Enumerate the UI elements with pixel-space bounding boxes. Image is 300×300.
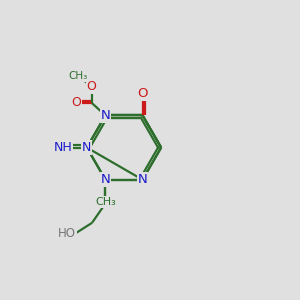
Text: N: N: [138, 173, 147, 186]
Text: CH₃: CH₃: [95, 197, 116, 207]
Text: N: N: [101, 173, 110, 186]
Text: O: O: [87, 80, 97, 93]
Text: N: N: [101, 109, 110, 122]
Text: N: N: [138, 173, 147, 186]
Text: CH₃: CH₃: [68, 71, 88, 81]
Text: O: O: [72, 96, 82, 109]
Text: N: N: [100, 173, 110, 186]
Text: N: N: [82, 141, 92, 154]
Text: N: N: [100, 109, 110, 122]
Text: NH: NH: [54, 141, 72, 154]
Text: HO: HO: [58, 227, 76, 240]
Text: O: O: [137, 87, 148, 100]
